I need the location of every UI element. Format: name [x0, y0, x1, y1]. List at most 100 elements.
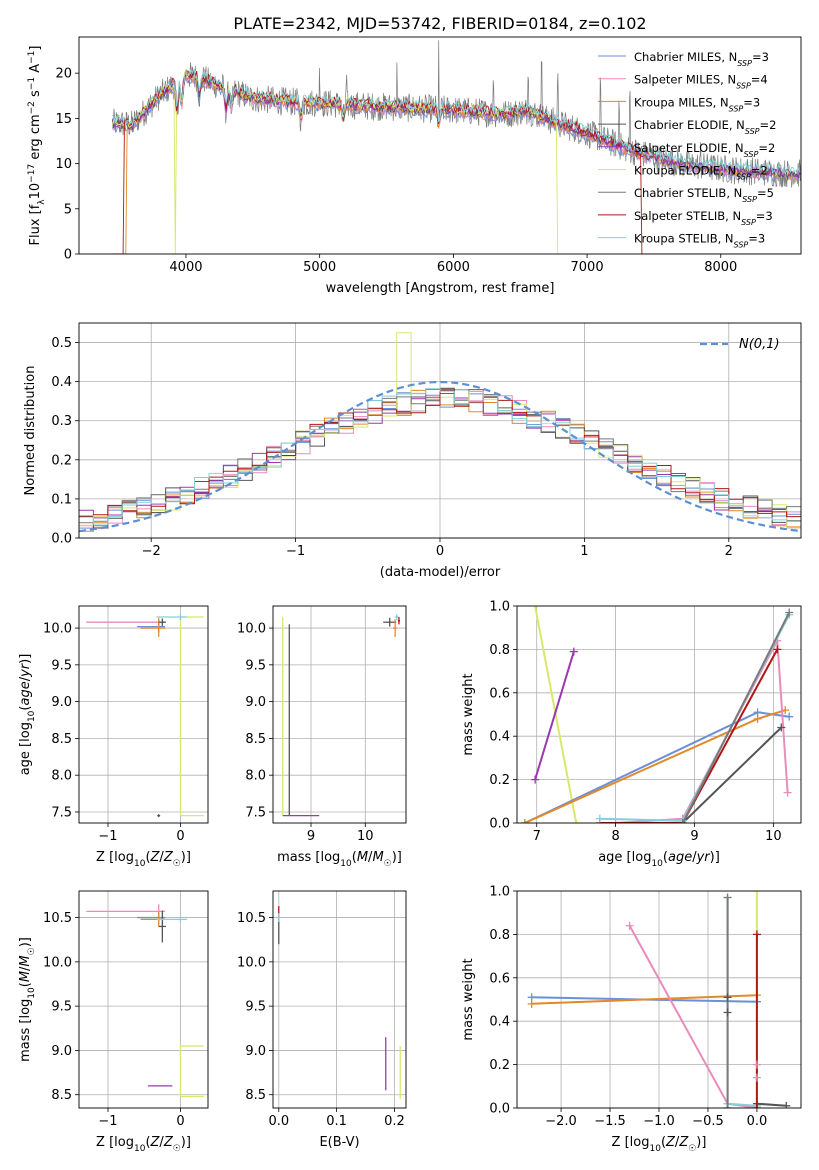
x-tick-label: −1.0 — [643, 1114, 675, 1129]
axis-label-part: −2 — [27, 101, 37, 114]
axis-label-part: / — [368, 850, 373, 865]
plus-marker — [625, 921, 634, 930]
legend-subscript: SSP — [742, 195, 757, 204]
y-tick-label: 0.5 — [51, 336, 72, 351]
axis-label: mass weight — [461, 958, 476, 1040]
axis-label-part: −1 — [27, 77, 37, 90]
y-tick-label: 8.0 — [51, 769, 72, 784]
plus-marker — [752, 1060, 761, 1069]
x-tick-label: −2.0 — [545, 1114, 577, 1129]
axis-label-part: yr — [696, 850, 712, 865]
axes-frame — [78, 890, 209, 1109]
plus-marker — [595, 814, 604, 823]
legend-entry: Kroupa MILES, NSSP=3 — [634, 95, 760, 113]
y-tick-label: 10.5 — [237, 911, 266, 926]
legend-count: =2 — [751, 164, 768, 178]
plus-marker — [723, 893, 732, 902]
x-tick-label: 0 — [436, 544, 444, 559]
legend-subscript: SSP — [736, 81, 751, 90]
axis-label-part: 10 — [651, 859, 663, 869]
legend-subscript: SSP — [745, 127, 760, 136]
plus-marker — [723, 1104, 732, 1108]
axis-label: Flux [fλ10−17 erg cm−2 s−1 A−1] — [27, 46, 47, 246]
plus-marker — [527, 999, 536, 1008]
plot-area — [86, 614, 204, 818]
plot-area — [282, 614, 401, 817]
y-tick-label: 9.0 — [245, 695, 266, 710]
series-line — [628, 925, 758, 1108]
axis-label-part: / — [159, 1135, 164, 1150]
axis-label-part: wavelength [Angstrom, rest frame] — [326, 281, 555, 296]
series-line — [681, 612, 791, 823]
axis-label-part: age — [668, 850, 692, 865]
y-tick-label: 9.0 — [51, 1044, 72, 1059]
series-line — [534, 651, 575, 780]
legend-subscript: SSP — [734, 240, 749, 249]
x-tick-label: 9 — [307, 829, 315, 844]
x-tick-label: −1.5 — [594, 1114, 626, 1129]
y-tick-label: 9.5 — [51, 1000, 72, 1015]
plus-marker — [531, 775, 540, 784]
axis-label-part: / — [18, 676, 33, 681]
axis-label-part: 10 — [27, 987, 37, 999]
y-tick-label: 0.4 — [51, 375, 72, 390]
y-tick-label: 10 — [55, 157, 72, 172]
axis-label-part: M — [18, 955, 33, 966]
y-tick-label: 9.0 — [51, 695, 72, 710]
axes-frame — [272, 605, 407, 824]
axis-label: mass [log10(M/M☉)] — [277, 850, 402, 869]
axis-label-part: mass [log — [18, 999, 33, 1062]
axis-label: Normed distribution — [23, 366, 38, 496]
x-tick-label: 0.1 — [326, 1114, 347, 1129]
axis-label: age [log10(age/yr)] — [598, 850, 720, 869]
axes-frame — [516, 605, 802, 824]
y-tick-label: 1.0 — [489, 600, 510, 615]
axis-label-part: ] — [28, 46, 43, 51]
x-tick-label: 5000 — [303, 260, 336, 275]
plus-marker — [531, 606, 540, 610]
plot-area — [520, 606, 794, 823]
plus-marker — [773, 645, 782, 654]
axis-label-part: Normed distribution — [23, 366, 38, 496]
axis-label-part: ☉ — [173, 859, 181, 869]
axis-label-part: ☉ — [688, 1144, 696, 1154]
x-tick-label: −1 — [98, 1114, 117, 1129]
series-line — [531, 994, 757, 1005]
y-tick-label: 0.2 — [51, 453, 72, 468]
legend-subscript: SSP — [736, 172, 751, 181]
plus-marker — [723, 993, 732, 1002]
axis-label-part: / — [692, 850, 697, 865]
axis-label-part: ☉ — [27, 947, 37, 955]
x-tick-label: 0 — [176, 829, 184, 844]
series-line — [599, 648, 779, 823]
axis-label: wavelength [Angstrom, rest frame] — [326, 281, 555, 296]
axis-label-part: ( — [18, 706, 33, 711]
axis-label-part: )] — [696, 1135, 706, 1150]
x-tick-label: 6000 — [437, 260, 470, 275]
y-tick-label: 7.5 — [245, 805, 266, 820]
axis-label-part: −17 — [27, 164, 37, 183]
plus-marker — [752, 1073, 761, 1082]
axis-label-part: ( — [661, 1135, 666, 1150]
plus-marker — [752, 891, 761, 895]
axis-label-part: Z — [665, 1135, 676, 1150]
plus-marker — [785, 608, 794, 617]
plot-area — [527, 891, 791, 1108]
x-tick-label: 1 — [580, 544, 588, 559]
plus-marker — [678, 819, 687, 823]
axis-label-part: Z — [163, 1135, 174, 1150]
plus-marker — [782, 1101, 791, 1108]
y-tick-label: 0.2 — [489, 773, 510, 788]
plus-marker — [785, 712, 794, 721]
axis-label-part: )] — [181, 850, 191, 865]
axis-label-part: mass [log — [277, 850, 340, 865]
axis-label-part: ☉ — [384, 859, 392, 869]
y-tick-label: 0.6 — [489, 686, 510, 701]
axis-label-part: A — [28, 64, 43, 77]
series-line — [682, 726, 782, 823]
axis-label-part: / — [159, 850, 164, 865]
series-line — [524, 711, 790, 823]
legend-count: =3 — [748, 232, 765, 246]
plot-area — [111, 40, 801, 254]
